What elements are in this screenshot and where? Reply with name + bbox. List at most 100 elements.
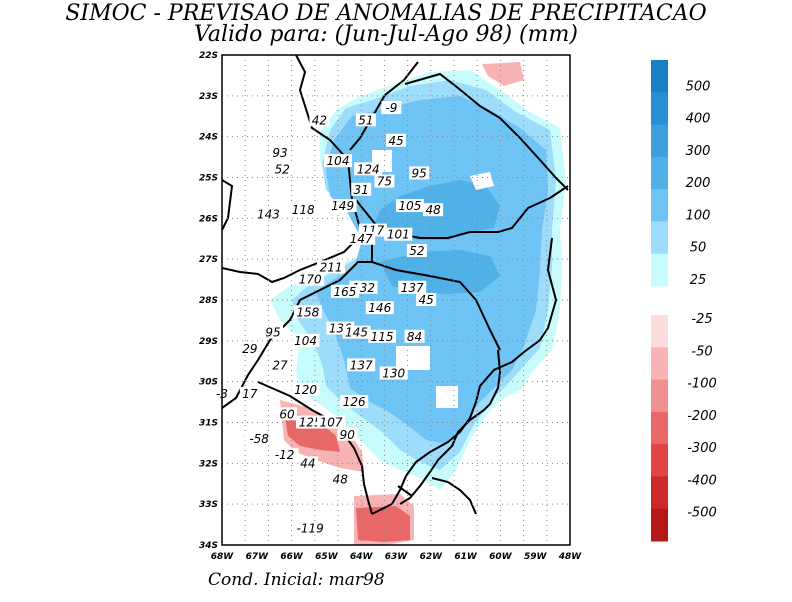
contour-label-bg — [337, 427, 358, 441]
boundary-west-2 — [222, 179, 234, 231]
colorbar-label: -25 — [691, 312, 712, 327]
contour-label-bg — [289, 203, 318, 217]
colorbar-swatch — [651, 315, 668, 348]
contour-label-bg — [409, 166, 430, 180]
contour-label-bg — [324, 154, 352, 168]
colorbar-swatch — [651, 508, 668, 542]
contour-label-bg — [270, 448, 299, 462]
contour-label-bg — [365, 301, 394, 315]
colorbar-label: -50 — [691, 344, 712, 359]
contour-label-bg — [293, 305, 322, 319]
contour-label: 60 — [279, 407, 295, 421]
lat-tick-label: 32S — [199, 459, 218, 469]
colorbar-swatch — [651, 411, 668, 445]
colorbar-label: -300 — [687, 441, 717, 456]
contour-label-bg — [423, 203, 444, 217]
contour-label-bg — [355, 113, 376, 127]
lat-tick-label: 30S — [199, 378, 218, 388]
colorbar-swatch — [651, 476, 668, 510]
tick-labels: 68W 67W 66W 65W 64W 63W 62W 61W 60W 59W 48W 22S 23S 2… — [199, 51, 582, 562]
lat-tick-label: 34S — [199, 541, 218, 551]
contour-label-bg — [317, 415, 346, 429]
field-region — [396, 346, 430, 370]
colorbar-label: -200 — [687, 409, 717, 424]
contour-label-bg — [297, 456, 318, 470]
gridlines — [222, 55, 570, 545]
contour-label-bg — [328, 199, 357, 213]
colorbar-label: 200 — [686, 176, 711, 191]
contour-label-bg — [354, 162, 383, 176]
lon-tick-label: 48W — [558, 552, 583, 562]
contour-label: -58 — [249, 432, 269, 446]
colorbar-swatch — [651, 92, 668, 126]
contour-label: 48 — [333, 473, 349, 487]
colorbar-label: -100 — [687, 377, 717, 392]
contour-label: 104 — [327, 154, 350, 168]
contour-label-bg — [291, 382, 320, 396]
contour-label: 125 — [299, 416, 322, 430]
lat-tick-label: 25S — [199, 174, 218, 184]
lat-tick-label: 28S — [199, 296, 218, 306]
boundary-inner-6 — [399, 409, 485, 505]
lat-tick-label: 22S — [199, 51, 218, 61]
field-region — [436, 386, 458, 408]
boundary-inner-7 — [397, 485, 413, 497]
contour-label: 137 — [350, 358, 373, 372]
contour-label: -119 — [297, 522, 324, 536]
contour-label: 93 — [272, 146, 287, 160]
contour-label: 29 — [242, 342, 257, 356]
boundary-west-3 — [222, 239, 357, 284]
contour-label-bg — [317, 260, 346, 274]
lat-tick-label: 31S — [199, 419, 218, 429]
contour-label-bg — [404, 329, 425, 343]
contour-label-bg — [270, 146, 290, 159]
colorbar: 500 400 300 200 100 50 25 -25 -50 -100 -200 -300 -40… — [651, 60, 717, 542]
contour-label-bg — [239, 342, 260, 355]
contour-label: 95 — [412, 166, 427, 180]
contour-label-bg — [270, 358, 290, 372]
boundary-east — [404, 72, 569, 191]
contour-label-bg — [330, 284, 359, 298]
boundary-north — [349, 61, 419, 151]
lon-tick-label: 63W — [385, 552, 409, 562]
contour-label: 118 — [292, 203, 315, 217]
contour-label-bg — [416, 293, 437, 306]
title-line-1: SIMOC - PREVISAO DE ANOMALIAS DE PRECIPI… — [65, 1, 707, 26]
contour-label-bg — [374, 174, 395, 188]
contour-label-bg — [379, 366, 408, 380]
field-region — [470, 172, 494, 190]
contour-label: 143 — [257, 207, 280, 221]
contour-label: 52 — [409, 244, 424, 258]
lat-tick-label: 29S — [199, 337, 218, 347]
lon-tick-label: 59W — [524, 552, 548, 562]
lon-tick-label: 66W — [280, 552, 304, 562]
field-region — [356, 506, 410, 542]
colorbar-label: 400 — [686, 112, 711, 127]
contour-label: 45 — [388, 134, 403, 148]
lat-tick-label: 33S — [199, 500, 218, 510]
contour-label-bg — [342, 325, 371, 339]
contour-label-bg — [291, 333, 320, 347]
contour-label: 104 — [294, 334, 317, 348]
contour-label-bg — [351, 182, 372, 196]
contour-label-bg — [347, 231, 376, 245]
field-region — [482, 62, 524, 86]
contour-label: -9 — [385, 101, 397, 115]
colorbar-label: -400 — [687, 473, 717, 488]
lon-tick-label: 64W — [350, 552, 374, 562]
colorbar-swatch — [651, 347, 668, 381]
lon-tick-label: 68W — [211, 552, 235, 562]
contour-label: 44 — [300, 456, 315, 470]
contour-label: 84 — [407, 330, 422, 344]
colorbar-swatch — [651, 189, 668, 222]
contour-label: 146 — [368, 301, 391, 315]
contour-label-bg — [245, 431, 274, 445]
contour-label-bg — [254, 207, 283, 221]
lon-tick-label: 65W — [315, 552, 339, 562]
contour-label-bg — [272, 162, 293, 176]
boundary-inner-2 — [371, 232, 501, 351]
contour-label: 137 — [401, 281, 424, 295]
contour-label-bg — [239, 386, 260, 400]
contour-label-bg — [398, 280, 427, 294]
